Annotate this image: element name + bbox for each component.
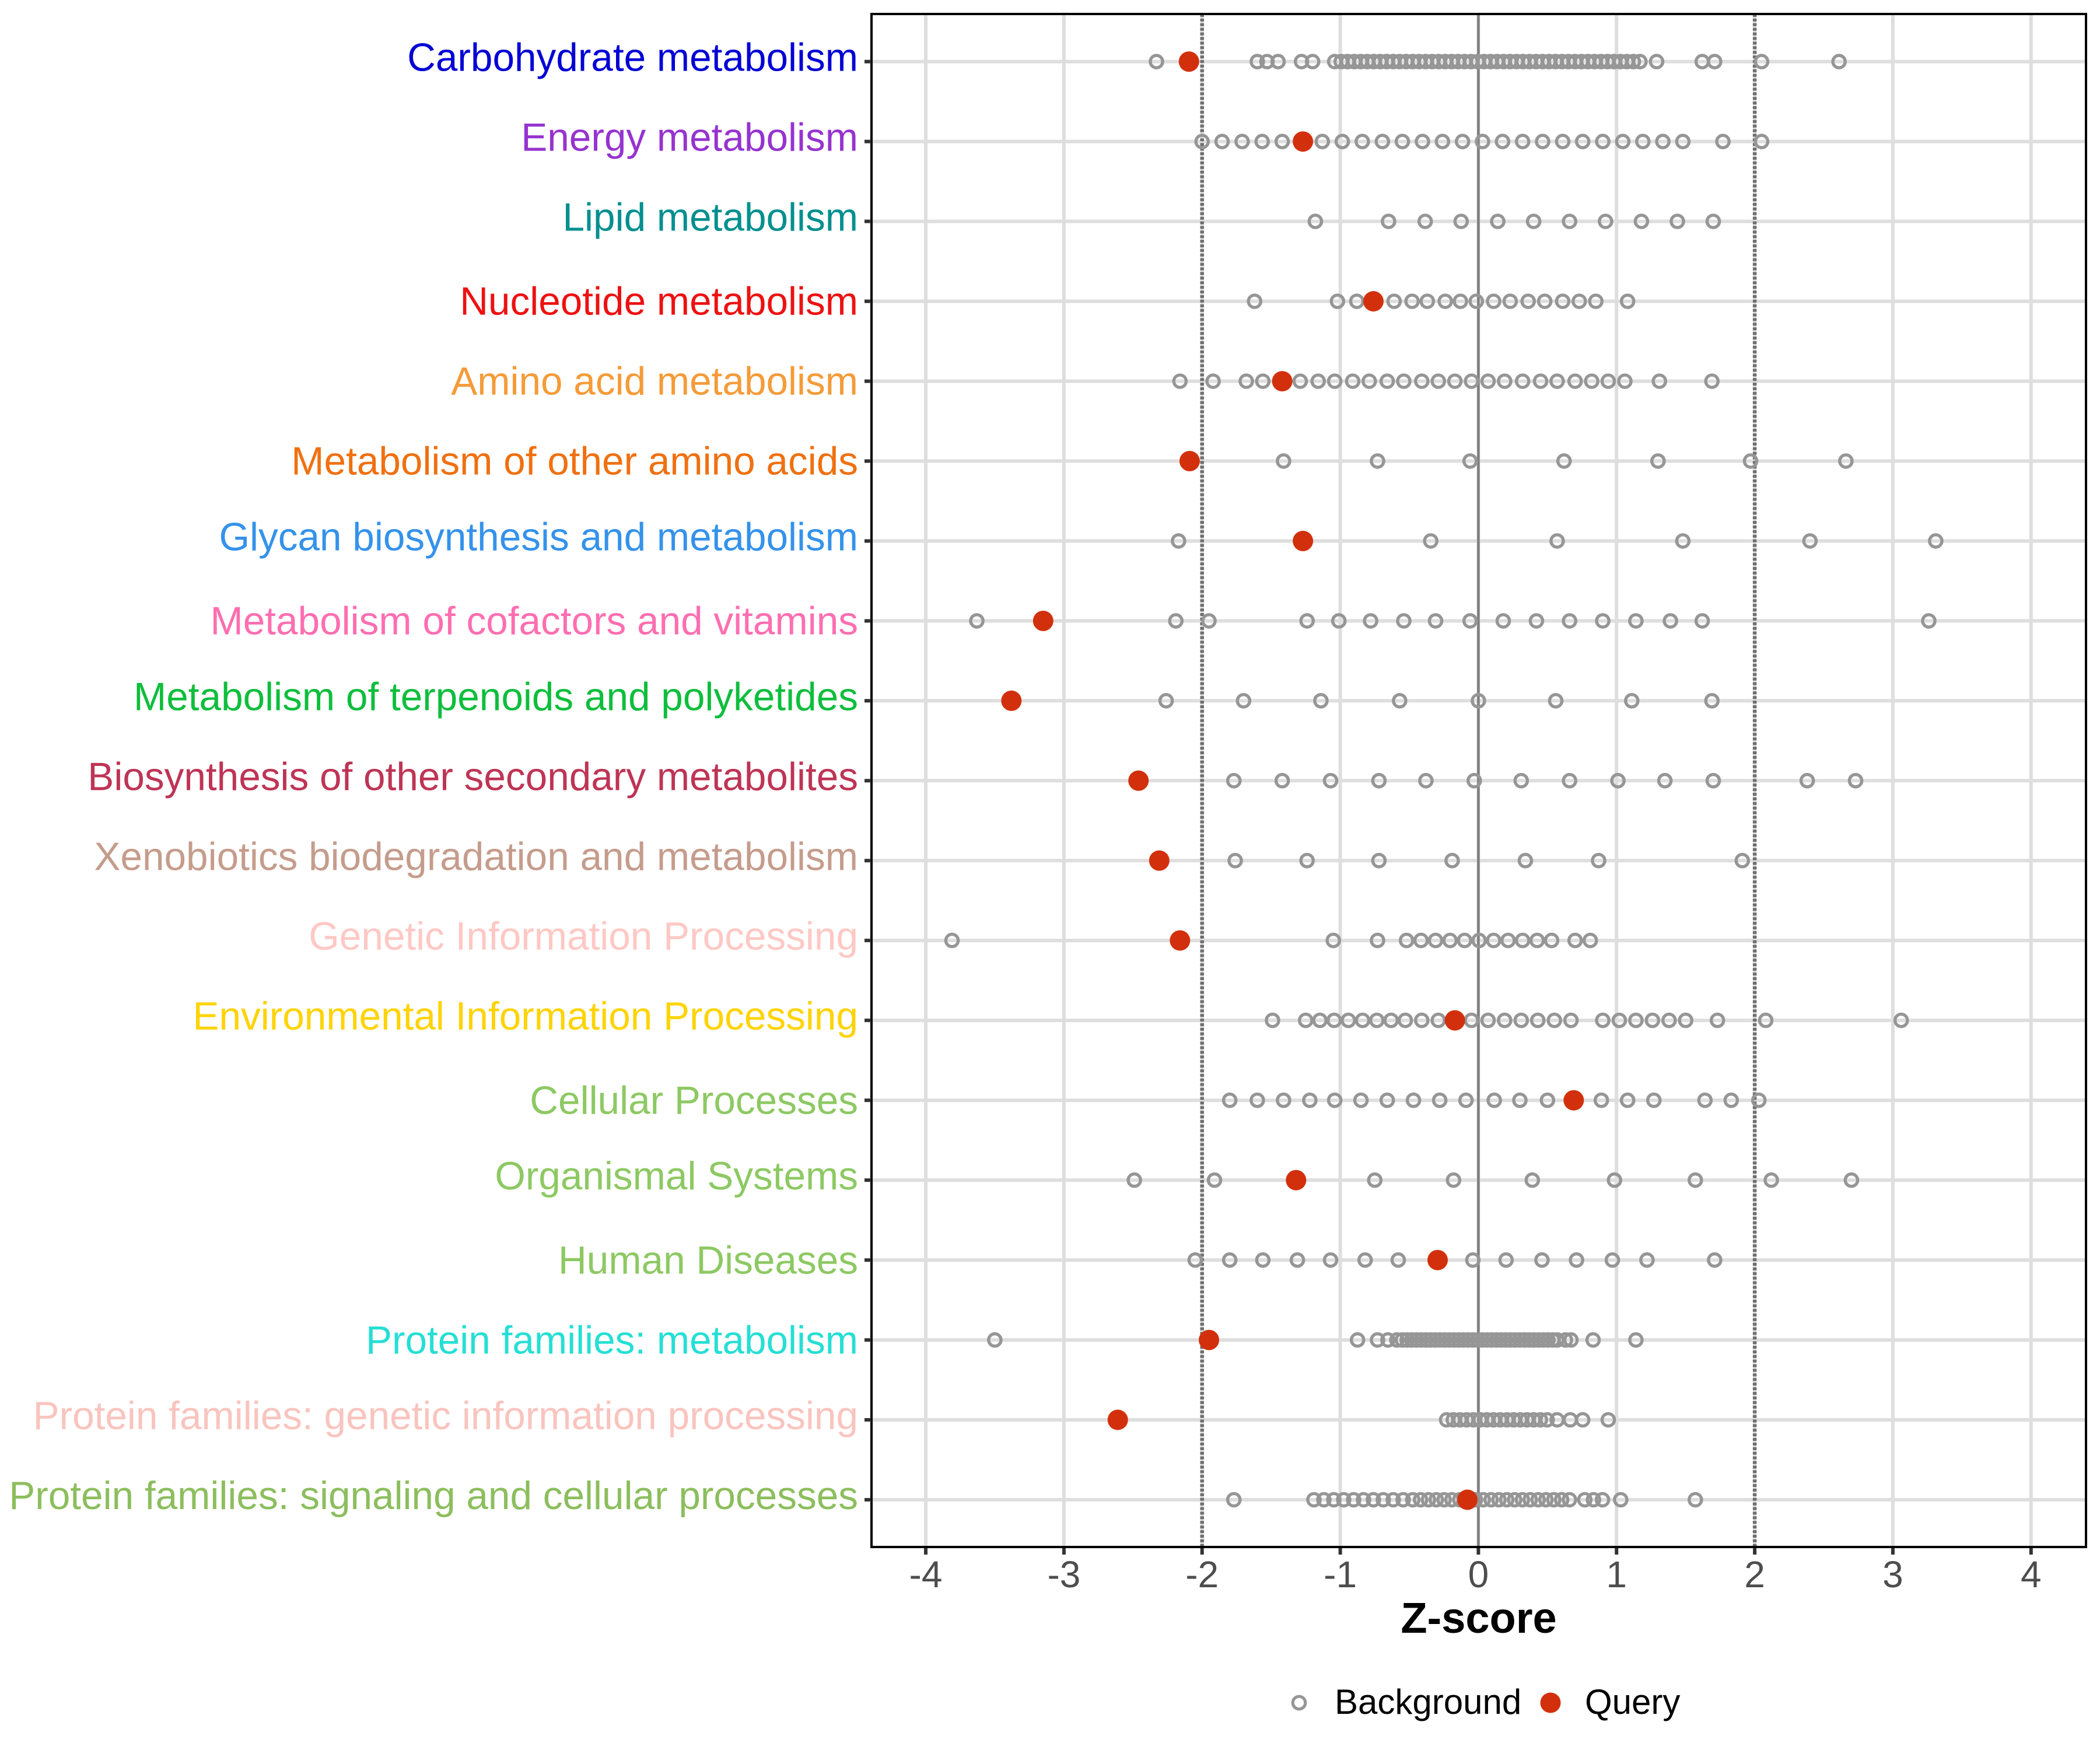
svg-text:Protein families: signaling an: Protein families: signaling and cellular…	[9, 1474, 858, 1518]
svg-text:-2: -2	[1185, 1553, 1219, 1595]
svg-text:-1: -1	[1324, 1553, 1357, 1595]
svg-text:Background: Background	[1335, 1682, 1521, 1721]
svg-text:Carbohydrate metabolism: Carbohydrate metabolism	[407, 36, 858, 80]
svg-text:Z-score: Z-score	[1401, 1594, 1556, 1642]
svg-text:Nucleotide metabolism: Nucleotide metabolism	[460, 280, 858, 324]
svg-text:2: 2	[1744, 1553, 1765, 1595]
svg-text:Amino acid metabolism: Amino acid metabolism	[451, 360, 858, 404]
svg-text:-3: -3	[1047, 1553, 1080, 1595]
svg-text:-4: -4	[909, 1553, 943, 1595]
svg-text:Cellular Processes: Cellular Processes	[530, 1079, 858, 1122]
svg-text:1: 1	[1606, 1553, 1627, 1595]
svg-text:Protein families: metabolism: Protein families: metabolism	[366, 1318, 858, 1362]
svg-text:Genetic Information Processing: Genetic Information Processing	[309, 915, 858, 958]
svg-text:Environmental Information Proc: Environmental Information Processing	[192, 995, 858, 1038]
svg-text:Protein families: genetic info: Protein families: genetic information pr…	[33, 1394, 858, 1438]
svg-text:Glycan biosynthesis and metabo: Glycan biosynthesis and metabolism	[219, 515, 858, 559]
svg-text:Xenobiotics biodegradation and: Xenobiotics biodegradation and metabolis…	[94, 835, 858, 878]
svg-text:Lipid metabolism: Lipid metabolism	[563, 196, 858, 240]
svg-text:3: 3	[1882, 1553, 1903, 1595]
svg-text:4: 4	[2021, 1553, 2042, 1595]
svg-text:Metabolism of terpenoids and p: Metabolism of terpenoids and polyketides	[134, 675, 858, 719]
svg-text:Human Diseases: Human Diseases	[558, 1238, 858, 1282]
svg-text:Biosynthesis of other secondar: Biosynthesis of other secondary metaboli…	[88, 755, 858, 799]
svg-text:Organismal Systems: Organismal Systems	[495, 1154, 858, 1198]
svg-text:Energy metabolism: Energy metabolism	[521, 116, 858, 160]
svg-text:Metabolism of other amino acid: Metabolism of other amino acids	[291, 440, 858, 484]
svg-text:Query: Query	[1585, 1682, 1680, 1721]
svg-text:0: 0	[1468, 1553, 1489, 1595]
svg-text:Metabolism of cofactors and vi: Metabolism of cofactors and vitamins	[211, 600, 858, 643]
